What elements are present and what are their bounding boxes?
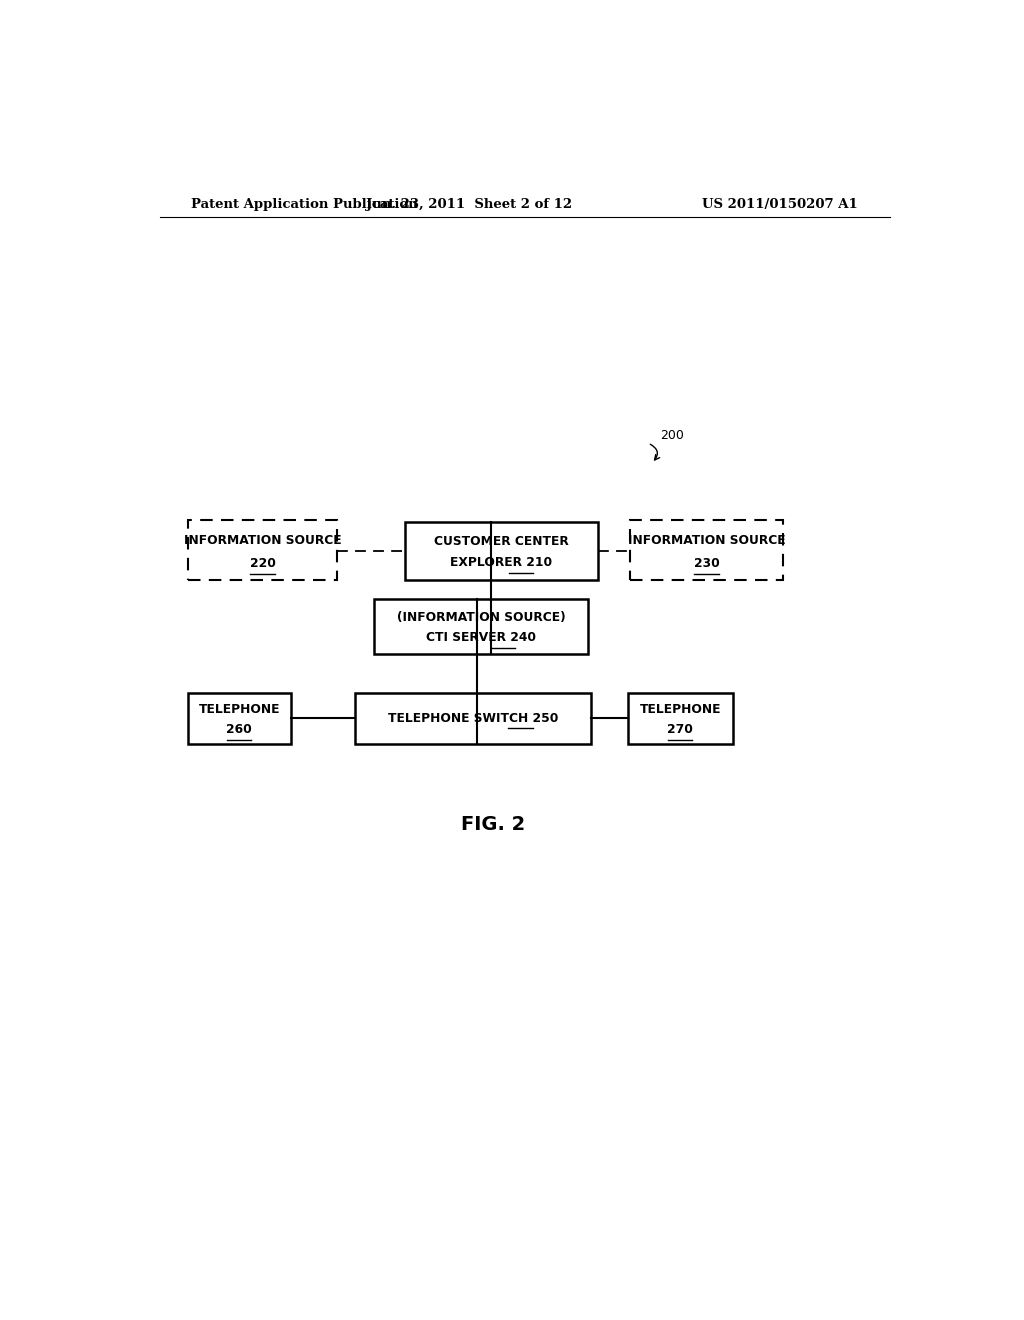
FancyArrowPatch shape: [650, 445, 659, 459]
Bar: [375, 599, 588, 655]
Text: FIG. 2: FIG. 2: [461, 814, 525, 834]
Text: 220: 220: [250, 557, 275, 570]
Bar: [628, 693, 732, 743]
Text: 230: 230: [693, 557, 720, 570]
Bar: [355, 693, 591, 743]
Text: 270: 270: [668, 723, 693, 735]
Bar: [187, 520, 337, 581]
Text: (INFORMATION SOURCE): (INFORMATION SOURCE): [396, 611, 565, 623]
Text: EXPLORER 210: EXPLORER 210: [451, 556, 553, 569]
Text: Jun. 23, 2011  Sheet 2 of 12: Jun. 23, 2011 Sheet 2 of 12: [367, 198, 572, 211]
Text: TELEPHONE: TELEPHONE: [639, 704, 721, 715]
Text: US 2011/0150207 A1: US 2011/0150207 A1: [702, 198, 858, 211]
Text: INFORMATION SOURCE: INFORMATION SOURCE: [628, 533, 785, 546]
Text: 200: 200: [660, 429, 684, 442]
Text: CUSTOMER CENTER: CUSTOMER CENTER: [434, 535, 569, 548]
Bar: [630, 520, 783, 581]
Text: INFORMATION SOURCE: INFORMATION SOURCE: [183, 533, 341, 546]
Text: TELEPHONE: TELEPHONE: [199, 704, 280, 715]
Text: Patent Application Publication: Patent Application Publication: [191, 198, 418, 211]
Text: CTI SERVER 240: CTI SERVER 240: [426, 631, 536, 644]
Bar: [187, 693, 291, 743]
Text: 260: 260: [226, 723, 252, 735]
Bar: [404, 521, 598, 581]
Text: TELEPHONE SWITCH 250: TELEPHONE SWITCH 250: [388, 711, 558, 725]
